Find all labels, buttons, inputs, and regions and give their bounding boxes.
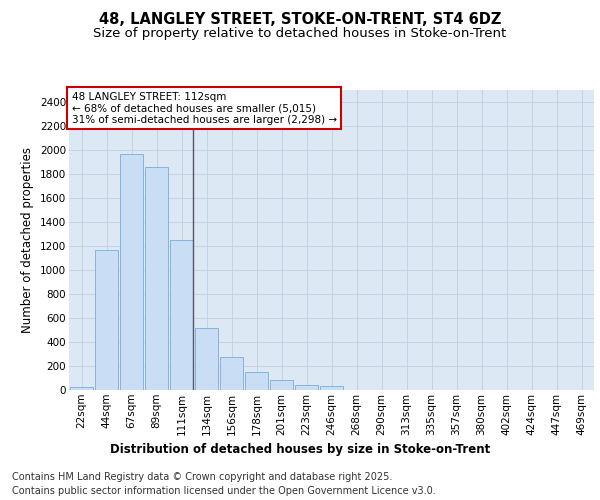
Bar [195,328,218,390]
Y-axis label: Number of detached properties: Number of detached properties [22,147,34,333]
Text: 48 LANGLEY STREET: 112sqm
← 68% of detached houses are smaller (5,015)
31% of se: 48 LANGLEY STREET: 112sqm ← 68% of detac… [71,92,337,124]
Bar [295,385,318,390]
Bar [170,240,193,390]
Text: Distribution of detached houses by size in Stoke-on-Trent: Distribution of detached houses by size … [110,442,490,456]
Bar [320,386,343,390]
Bar [120,154,143,390]
Bar [270,380,293,390]
Text: Size of property relative to detached houses in Stoke-on-Trent: Size of property relative to detached ho… [94,28,506,40]
Text: 48, LANGLEY STREET, STOKE-ON-TRENT, ST4 6DZ: 48, LANGLEY STREET, STOKE-ON-TRENT, ST4 … [99,12,501,28]
Bar [145,167,168,390]
Text: Contains public sector information licensed under the Open Government Licence v3: Contains public sector information licen… [12,486,436,496]
Bar [245,372,268,390]
Bar [70,387,93,390]
Bar [95,250,118,390]
Bar [220,357,243,390]
Text: Contains HM Land Registry data © Crown copyright and database right 2025.: Contains HM Land Registry data © Crown c… [12,472,392,482]
